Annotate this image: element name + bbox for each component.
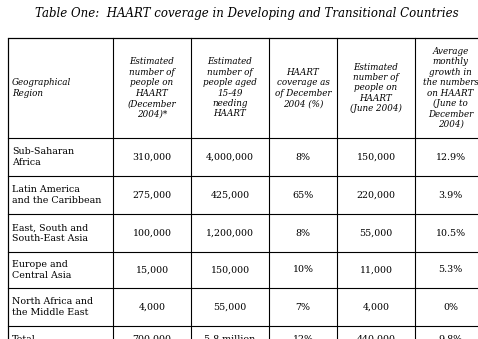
Text: HAART
coverage as
of December
2004 (%): HAART coverage as of December 2004 (%): [275, 68, 331, 108]
Text: 12%: 12%: [293, 335, 314, 339]
Text: 100,000: 100,000: [132, 228, 172, 238]
Text: 12.9%: 12.9%: [435, 153, 466, 161]
Text: 425,000: 425,000: [210, 191, 250, 199]
Text: 7%: 7%: [295, 302, 311, 312]
Text: Table One:  HAART coverage in Developing and Transitional Countries: Table One: HAART coverage in Developing …: [35, 7, 459, 20]
Text: 700,000: 700,000: [132, 335, 172, 339]
Text: 11,000: 11,000: [359, 265, 392, 275]
Text: 5.8 million: 5.8 million: [205, 335, 256, 339]
Text: East, South and
South-East Asia: East, South and South-East Asia: [12, 223, 88, 243]
Text: Average
monthly
growth in
the numbers
on HAART
(June to
December
2004): Average monthly growth in the numbers on…: [423, 47, 478, 129]
Text: Latin America
and the Caribbean: Latin America and the Caribbean: [12, 185, 101, 205]
Text: 10%: 10%: [293, 265, 314, 275]
Text: Estimated
number of
people on
HAART
(June 2004): Estimated number of people on HAART (Jun…: [350, 63, 402, 113]
Text: 220,000: 220,000: [357, 191, 395, 199]
Text: 1,200,000: 1,200,000: [206, 228, 254, 238]
Text: 65%: 65%: [293, 191, 314, 199]
Text: 8%: 8%: [295, 153, 311, 161]
Text: 275,000: 275,000: [132, 191, 172, 199]
Text: 10.5%: 10.5%: [435, 228, 466, 238]
Text: Geographical
Region: Geographical Region: [12, 78, 71, 98]
Text: 150,000: 150,000: [357, 153, 396, 161]
Text: North Africa and
the Middle East: North Africa and the Middle East: [12, 297, 93, 317]
Text: Sub-Saharan
Africa: Sub-Saharan Africa: [12, 147, 74, 167]
Text: 310,000: 310,000: [132, 153, 172, 161]
Text: 8%: 8%: [295, 228, 311, 238]
Text: 150,000: 150,000: [210, 265, 250, 275]
Text: Estimated
number of
people on
HAART
(December
2004)*: Estimated number of people on HAART (Dec…: [128, 58, 176, 119]
Text: 55,000: 55,000: [359, 228, 392, 238]
Text: Europe and
Central Asia: Europe and Central Asia: [12, 260, 71, 280]
Text: 4,000: 4,000: [139, 302, 165, 312]
Text: 9.8%: 9.8%: [438, 335, 463, 339]
Text: Estimated
number of
people aged
15-49
needing
HAART: Estimated number of people aged 15-49 ne…: [203, 58, 257, 119]
Text: 55,000: 55,000: [213, 302, 247, 312]
Text: Total: Total: [12, 335, 36, 339]
Text: 5.3%: 5.3%: [438, 265, 463, 275]
Text: 0%: 0%: [443, 302, 458, 312]
Text: 440,000: 440,000: [357, 335, 395, 339]
Text: 3.9%: 3.9%: [438, 191, 463, 199]
Text: 4,000,000: 4,000,000: [206, 153, 254, 161]
Text: 15,000: 15,000: [135, 265, 169, 275]
Text: 4,000: 4,000: [362, 302, 390, 312]
